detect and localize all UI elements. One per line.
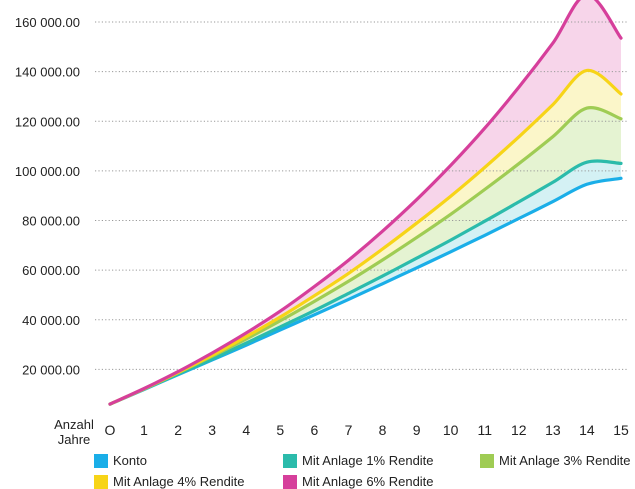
x-tick-label: O [105,422,116,438]
legend-swatch [94,474,108,489]
y-tick-label: 140 000.00 [15,65,80,80]
x-tick-label: 8 [379,422,387,438]
x-tick-label: 2 [174,422,182,438]
legend-label: Konto [113,453,147,468]
legend-swatch [283,474,297,489]
legend-label: Mit Anlage 1% Rendite [302,453,434,468]
x-tick-label: 7 [345,422,353,438]
y-tick-label: 60 000.00 [22,263,80,278]
legend-label: Mit Anlage 4% Rendite [113,474,245,489]
x-tick-label: 5 [276,422,284,438]
legend-swatch [94,453,108,468]
legend-swatch [283,453,297,468]
legend-item-anlage-6: Mit Anlage 6% Rendite [283,474,434,489]
y-tick-label: 100 000.00 [15,164,80,179]
area-fill-1 [110,107,621,405]
series-line-1 [108,159,623,406]
y-tick-label: 40 000.00 [22,313,80,328]
legend-item-konto: Konto [94,453,147,468]
y-tick-label: 80 000.00 [22,214,80,229]
legend-label: Mit Anlage 6% Rendite [302,474,434,489]
y-tick-label: 120 000.00 [15,114,80,129]
series-line-4 [108,0,623,406]
x-tick-label: 15 [613,422,629,438]
legend-item-anlage-4: Mit Anlage 4% Rendite [94,474,245,489]
legend-label: Mit Anlage 3% Rendite [499,453,631,468]
legend-item-anlage-3: Mit Anlage 3% Rendite [480,453,631,468]
series-lines [108,0,623,406]
x-tick-label: 9 [413,422,421,438]
area-fills [110,0,621,405]
area-fill-0 [110,161,621,405]
area-fill-3 [110,0,621,405]
legend-item-anlage-1: Mit Anlage 1% Rendite [283,453,434,468]
legend: Konto Mit Anlage 1% Rendite Mit Anlage 3… [0,448,635,489]
x-tick-label: 11 [477,422,492,438]
y-tick-labels: 20 000.00 40 000.00 60 000.00 80 000.00 100 … [15,15,80,377]
y-tick-label: 20 000.00 [22,362,80,377]
x-axis-title-line1: Anzahl [54,417,94,432]
chart: 20 000.00 40 000.00 60 000.00 80 000.00 100 … [15,0,629,447]
y-tick-label: 160 000.00 [15,15,80,30]
x-tick-label: 3 [208,422,216,438]
x-tick-labels: O 1 2 3 4 5 6 7 8 9 10 11 12 13 14 15 [105,422,629,438]
x-tick-label: 10 [443,422,459,438]
x-tick-label: 12 [511,422,527,438]
area-fill-2 [110,70,621,405]
x-tick-label: 1 [140,422,148,438]
x-tick-label: 4 [242,422,250,438]
x-axis-title-line2: Jahre [58,432,91,447]
x-tick-label: 13 [545,422,561,438]
x-tick-label: 14 [579,422,595,438]
x-tick-label: 6 [311,422,319,438]
legend-swatch [480,453,494,468]
